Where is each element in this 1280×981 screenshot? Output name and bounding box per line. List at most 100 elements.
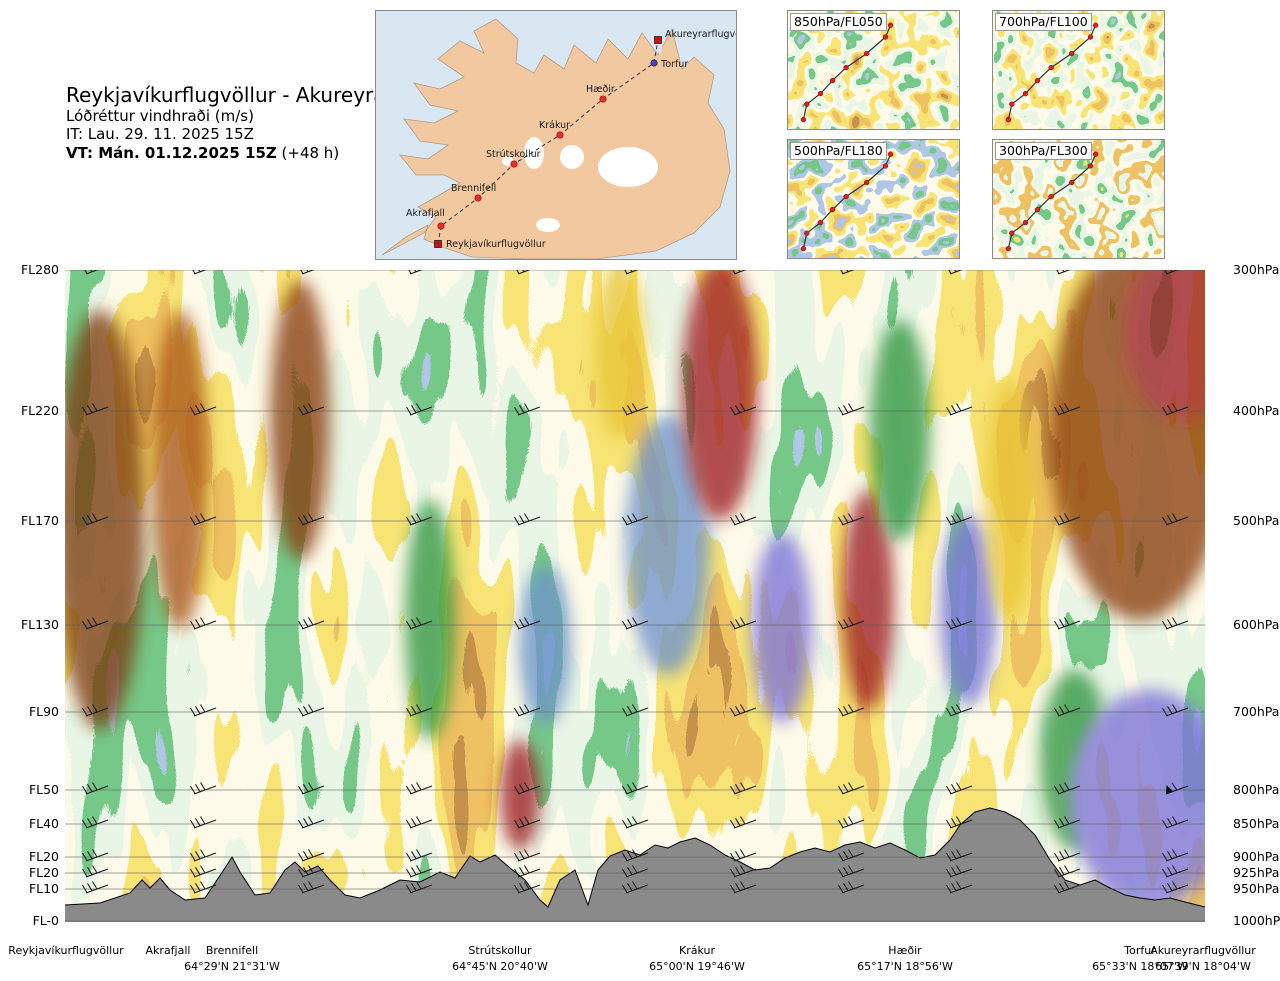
value-label: 0.9 bbox=[263, 270, 282, 273]
value-label: -1.2 bbox=[729, 270, 752, 273]
flight-level-tick: FL20 bbox=[28, 865, 59, 880]
waypoint-marker bbox=[650, 59, 658, 67]
flight-level-tick: FL-0 bbox=[32, 913, 59, 928]
flight-level-tick: FL40 bbox=[28, 816, 59, 831]
wind-barbs bbox=[82, 262, 1280, 894]
pressure-level-tick: 950hPa bbox=[1233, 881, 1280, 896]
route-line bbox=[437, 39, 659, 245]
value-label: 0.8 bbox=[966, 270, 985, 273]
cross-section-plot: 0.6-0.7-0.60.6-0.8-1.2-1.71.2-0.9-0.6-0.… bbox=[55, 240, 1280, 922]
station-label: Akureyrarflugvöllur bbox=[1150, 944, 1256, 957]
panel-850hpa: 850hPa/FL050 bbox=[787, 10, 960, 130]
station-label: Krákur bbox=[678, 944, 716, 957]
flight-level-tick: FL170 bbox=[20, 513, 59, 528]
pressure-level-tick: 300hPa bbox=[1233, 262, 1280, 277]
panel-label: 500hPa/FL180 bbox=[790, 142, 887, 160]
waypoint-label: Torfur bbox=[660, 59, 688, 70]
value-label: 2.5 bbox=[1176, 270, 1195, 273]
station-label: Reykjavíkurflugvöllur bbox=[8, 944, 124, 957]
waypoint-marker bbox=[556, 131, 564, 139]
panel-route bbox=[1005, 22, 1099, 123]
value-label: 1.0 bbox=[179, 270, 198, 273]
pressure-level-gridlines bbox=[65, 269, 1205, 922]
panel-route bbox=[800, 22, 894, 123]
station-coordinates: 64°29'N 21°31'W bbox=[184, 960, 280, 973]
flight-level-tick: FL50 bbox=[28, 782, 59, 797]
waypoint-label: Strútskollur bbox=[486, 149, 541, 160]
waypoint-marker bbox=[510, 160, 518, 168]
panel-label: 850hPa/FL050 bbox=[790, 13, 887, 31]
value-label: 0.6 bbox=[139, 270, 158, 273]
overview-route-map: Reykjavíkurflugvöllur Akrafjall Brennifell… bbox=[375, 10, 756, 260]
value-label: -1.1 bbox=[1037, 270, 1060, 273]
init-time: IT: Lau. 29. 11. 2025 15Z bbox=[66, 125, 254, 144]
flight-level-tick: FL220 bbox=[20, 403, 59, 418]
value-label: -1.0 bbox=[451, 270, 474, 273]
pressure-level-tick: 500hPa bbox=[1233, 513, 1280, 528]
parameter-subtitle: Lóðréttur vindhraði (m/s) bbox=[66, 107, 254, 125]
waypoint-marker bbox=[654, 36, 662, 44]
terrain-outline bbox=[64, 807, 1206, 908]
station-coordinates: 65°17'N 18°56'W bbox=[857, 960, 953, 973]
waypoint-label: Hæðir bbox=[586, 84, 615, 95]
waypoint-label: Brennifell bbox=[451, 183, 496, 194]
pressure-level-tick: 925hPa bbox=[1233, 865, 1280, 880]
cross-section-svg: 0.6-0.7-0.60.6-0.8-1.2-1.71.2-0.9-0.6-0.… bbox=[55, 240, 1280, 922]
glaciers bbox=[502, 137, 658, 232]
value-label: 1.4 bbox=[769, 270, 788, 273]
panel-route bbox=[1005, 151, 1099, 252]
value-label: -1.5 bbox=[989, 270, 1012, 273]
pressure-level-tick: 900hPa bbox=[1233, 849, 1280, 864]
station-label: Torfur bbox=[1124, 944, 1156, 957]
waypoint-marker bbox=[474, 194, 482, 202]
flight-level-tick: FL90 bbox=[28, 704, 59, 719]
panel-label: 300hPa/FL300 bbox=[995, 142, 1092, 160]
valid-time-offset: (+48 h) bbox=[276, 143, 340, 162]
waypoint-marker bbox=[437, 222, 445, 230]
pressure-level-tick: 700hPa bbox=[1233, 704, 1280, 719]
iceland-map: Reykjavíkurflugvöllur Akrafjall Brennifell… bbox=[376, 11, 756, 260]
panel-label: 700hPa/FL100 bbox=[995, 13, 1092, 31]
valid-time-main: VT: Mán. 01.12.2025 15Z bbox=[66, 143, 277, 162]
station-coordinates: 65°00'N 19°46'W bbox=[649, 960, 745, 973]
waypoint-marker bbox=[599, 95, 607, 103]
station-label: Akrafjall bbox=[145, 944, 191, 957]
valid-time: VT: Mán. 01.12.2025 15Z (+48 h) bbox=[66, 144, 488, 162]
value-label: -1.5 bbox=[937, 270, 960, 273]
panel-300hpa: 300hPa/FL300 bbox=[992, 139, 1165, 259]
waypoint-label: Akrafjall bbox=[406, 208, 445, 219]
pressure-level-tick: 400hPa bbox=[1233, 403, 1280, 418]
pressure-level-tick: 800hPa bbox=[1233, 782, 1280, 797]
station-label: Strútskollur bbox=[468, 944, 532, 957]
value-label: -0.7 bbox=[834, 270, 857, 273]
value-label: -1.3 bbox=[1081, 270, 1104, 273]
panel-700hpa: 700hPa/FL100 bbox=[992, 10, 1165, 130]
flight-level-tick: FL20 bbox=[28, 849, 59, 864]
station-label: Hæðir bbox=[888, 944, 922, 957]
waypoint-marker bbox=[434, 240, 442, 248]
value-label: -0.7 bbox=[84, 270, 107, 273]
pressure-level-tick: 1000hPa bbox=[1233, 913, 1280, 928]
station-label: Brennifell bbox=[205, 944, 259, 957]
value-label: -0.8 bbox=[681, 270, 704, 273]
flight-level-tick: FL280 bbox=[20, 262, 59, 277]
value-label: -2.0 bbox=[509, 270, 532, 273]
value-label: -1.0 bbox=[659, 270, 682, 273]
waypoint-label: Krákur bbox=[539, 120, 570, 131]
value-label: 0.5 bbox=[549, 270, 568, 273]
value-label: -1.5 bbox=[229, 270, 252, 273]
value-label: 1.0 bbox=[896, 270, 915, 273]
flight-level-tick: FL10 bbox=[28, 881, 59, 896]
waypoint-label: Akureyrarflugvöllur bbox=[665, 29, 736, 40]
value-label: -0.5 bbox=[319, 270, 342, 273]
station-coordinates: 64°45'N 20°40'W bbox=[452, 960, 548, 973]
value-label: -0.7 bbox=[625, 270, 648, 273]
pressure-level-tick: 600hPa bbox=[1233, 617, 1280, 632]
value-label: -0.7 bbox=[419, 270, 442, 273]
waypoint-label: Reykjavíkurflugvöllur bbox=[446, 239, 546, 250]
iceland-coastline bbox=[381, 18, 731, 260]
flight-route: Reykjavíkurflugvöllur Akrafjall Brennifell… bbox=[406, 29, 756, 250]
value-label: -0.5 bbox=[349, 270, 372, 273]
flight-level-tick: FL130 bbox=[20, 617, 59, 632]
